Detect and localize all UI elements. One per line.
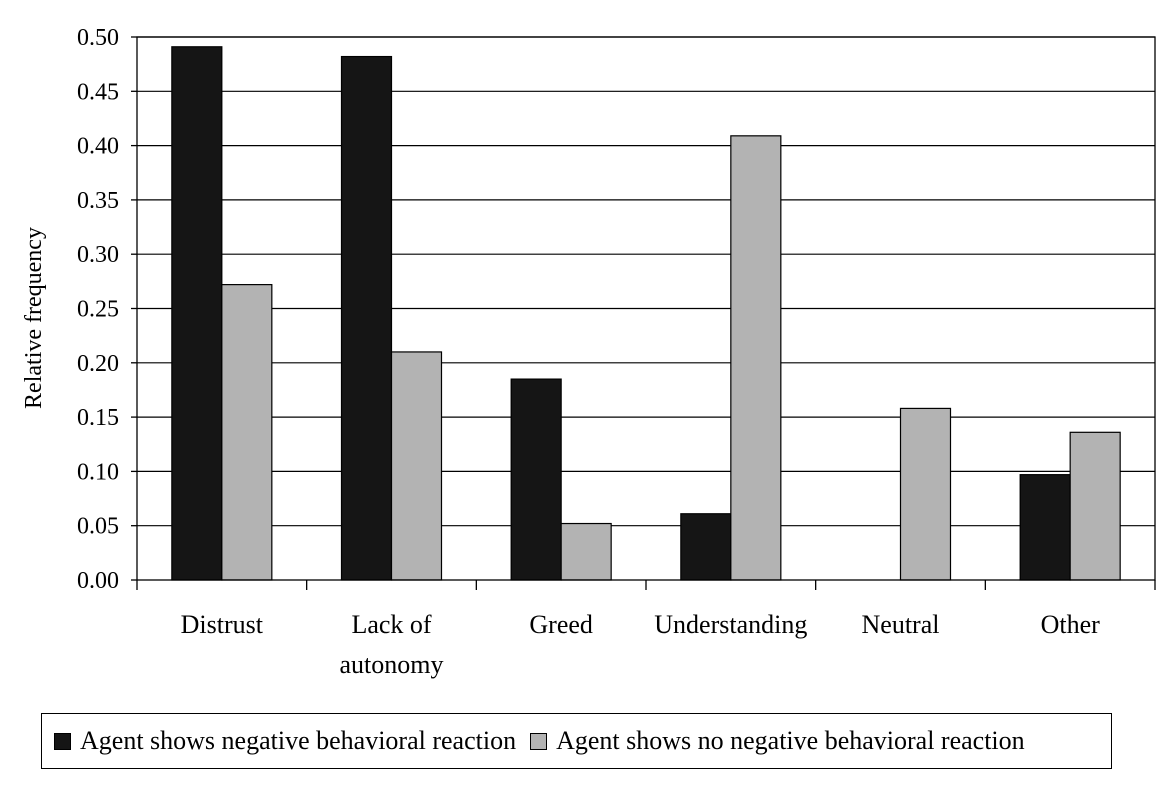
y-tick-label: 0.00 [77, 568, 119, 594]
y-tick-label: 0.50 [77, 25, 119, 51]
x-tick-label: Understanding [654, 610, 807, 639]
y-tick-label: 0.45 [77, 79, 119, 105]
legend-item-negative: Agent shows negative behavioral reaction [54, 726, 516, 756]
bar-negative [510, 378, 562, 581]
x-tick-label: Distrust [181, 610, 264, 639]
x-tick-label: Greed [529, 610, 593, 639]
bar-negative [171, 46, 223, 581]
legend-item-no-negative: Agent shows no negative behavioral react… [530, 726, 1025, 756]
y-tick-label: 0.15 [77, 405, 119, 431]
legend-swatch-negative [54, 732, 71, 750]
legend: Agent shows negative behavioral reaction… [41, 713, 1112, 769]
legend-label-no-negative: Agent shows no negative behavioral react… [556, 726, 1025, 755]
x-tick-label: Other [1041, 610, 1101, 639]
bar-no-negative [221, 284, 273, 581]
y-tick-label: 0.40 [77, 134, 119, 160]
y-tick-label: 0.35 [77, 188, 119, 214]
grid-lines [137, 36, 1155, 527]
y-tick-labels: 0.00 0.05 0.10 0.15 0.20 0.25 0.30 0.35 0.40 0.45… [77, 25, 119, 594]
x-tick-label: Neutral [862, 610, 940, 639]
bar-negative [680, 513, 732, 581]
legend-label-negative: Agent shows negative behavioral reaction [80, 726, 517, 755]
bar-no-negative [1069, 431, 1121, 581]
y-tick-label: 0.25 [77, 297, 119, 323]
x-tick-labels: Distrust Lack of autonomy Greed Understandin… [181, 610, 1100, 679]
y-tick-label: 0.20 [77, 351, 119, 377]
bar-no-negative [899, 407, 952, 581]
bar-no-negative [560, 522, 612, 581]
legend-swatch-no-negative [530, 732, 548, 750]
bars [171, 46, 1121, 581]
bar-no-negative [390, 351, 443, 581]
y-tick-label: 0.30 [77, 242, 119, 268]
bar-negative [340, 55, 393, 581]
bar-no-negative [730, 135, 782, 581]
y-axis-label: Relative frequency [21, 227, 47, 409]
bar-negative [1019, 474, 1071, 581]
y-tick-label: 0.05 [77, 514, 119, 540]
bar-chart: 0.00 0.05 0.10 0.15 0.20 0.25 0.30 0.35 0.40 0.45… [21, 25, 1156, 679]
axes [131, 36, 1156, 590]
x-tick-label: autonomy [340, 650, 444, 679]
x-tick-label: Lack of [351, 610, 431, 639]
y-tick-label: 0.10 [77, 459, 119, 485]
